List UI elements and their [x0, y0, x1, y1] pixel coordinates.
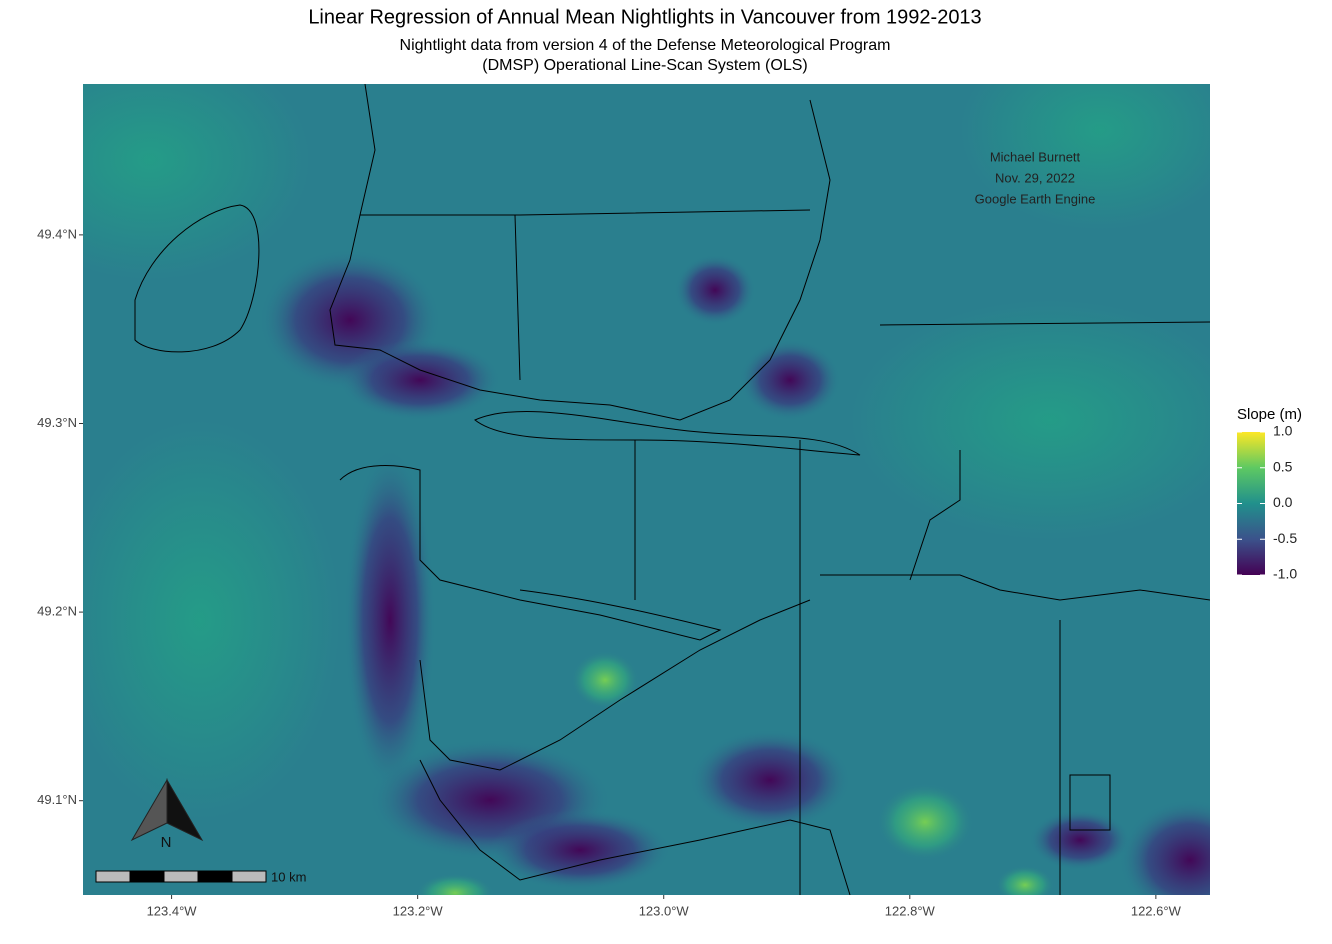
y-tick-label: 49.4°N	[37, 226, 77, 241]
raster	[83, 84, 1210, 895]
x-tick-label: 123.2°W	[393, 903, 444, 918]
annotation: Nov. 29, 2022	[995, 170, 1075, 185]
legend-tick-label: -1.0	[1273, 566, 1297, 582]
north-label: N	[161, 834, 172, 851]
y-tick-label: 49.2°N	[37, 604, 77, 619]
legend-tick-label: 0.0	[1273, 494, 1293, 510]
coastline	[134, 84, 1210, 895]
x-tick-label: 123.4°W	[147, 903, 198, 918]
legend-tick-label: 0.5	[1273, 458, 1293, 474]
annotation: Michael Burnett	[990, 149, 1081, 164]
subtitle: (DMSP) Operational Line-Scan System (OLS…	[482, 57, 807, 74]
y-tick-label: 49.1°N	[37, 792, 77, 807]
north-arrow: N	[130, 778, 204, 851]
y-tick-label: 49.3°N	[37, 415, 77, 430]
x-tick-label: 122.8°W	[885, 903, 936, 918]
scale-bar-label: 10 km	[271, 869, 306, 884]
title: Linear Regression of Annual Mean Nightli…	[308, 6, 981, 28]
legend-title: Slope (m)	[1237, 406, 1302, 423]
annotation: Google Earth Engine	[975, 191, 1096, 206]
legend-tick-label: 1.0	[1273, 423, 1293, 439]
legend-tick-label: -0.5	[1273, 530, 1297, 546]
x-tick-label: 123.0°W	[639, 903, 690, 918]
x-tick-label: 122.6°W	[1131, 903, 1182, 918]
subtitle: Nightlight data from version 4 of the De…	[400, 37, 891, 54]
scale-bar	[95, 870, 267, 883]
